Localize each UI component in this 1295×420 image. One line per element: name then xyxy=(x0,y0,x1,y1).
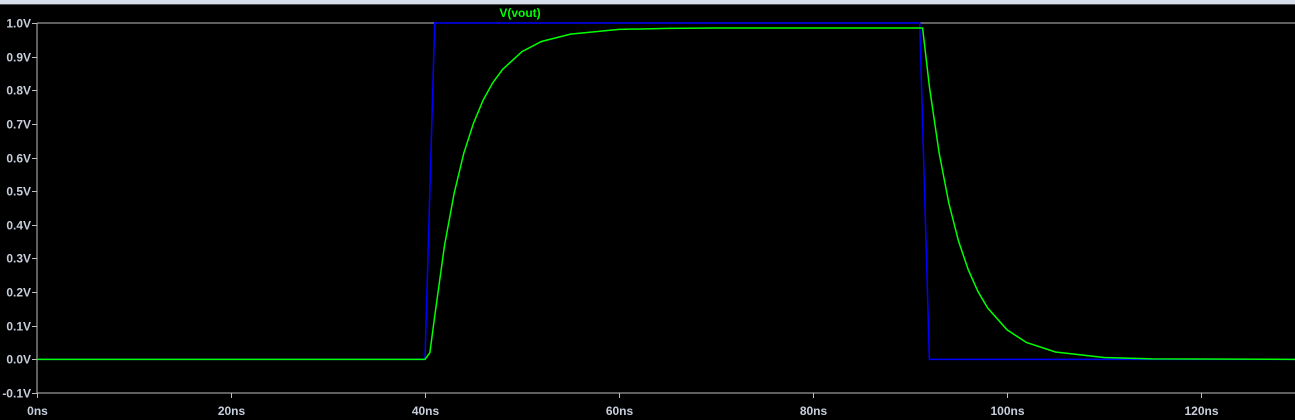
x-tick-label: 120ns xyxy=(1184,404,1218,418)
axes: 1.0V 0.9V 0.8V 0.7V 0.6V 0.5V 0.4V 0.3V 0.2V 0.1V… xyxy=(2,17,1295,418)
y-tick-label: -0.1V xyxy=(2,387,31,401)
y-tick-label: 1.0V xyxy=(6,17,31,31)
x-tick-label: 20ns xyxy=(218,404,246,418)
y-tick-label: 0.2V xyxy=(6,286,31,300)
y-tick-label: 0.7V xyxy=(6,118,31,132)
window-top-border xyxy=(0,0,1295,5)
y-tick-label: 0.5V xyxy=(6,185,31,199)
y-tick-label: 0.9V xyxy=(6,51,31,65)
x-tick-label: 100ns xyxy=(990,404,1024,418)
y-tick-label: 0.3V xyxy=(6,252,31,266)
trace-vout[interactable] xyxy=(37,27,1295,361)
x-tick-label: 80ns xyxy=(800,404,828,418)
x-tick-label: 0ns xyxy=(27,404,48,418)
trace-input-blue[interactable] xyxy=(37,22,1295,361)
trace-label-vout[interactable]: V(vout) xyxy=(499,6,540,20)
y-tick-label: 0.6V xyxy=(6,152,31,166)
traces xyxy=(37,22,1295,361)
y-tick-label: 0.4V xyxy=(6,219,31,233)
y-tick-label: 0.8V xyxy=(6,84,31,98)
x-tick-label: 60ns xyxy=(606,404,634,418)
x-tick-label: 40ns xyxy=(412,404,440,418)
y-tick-label: 0.1V xyxy=(6,320,31,334)
y-tick-label: 0.0V xyxy=(6,353,31,367)
